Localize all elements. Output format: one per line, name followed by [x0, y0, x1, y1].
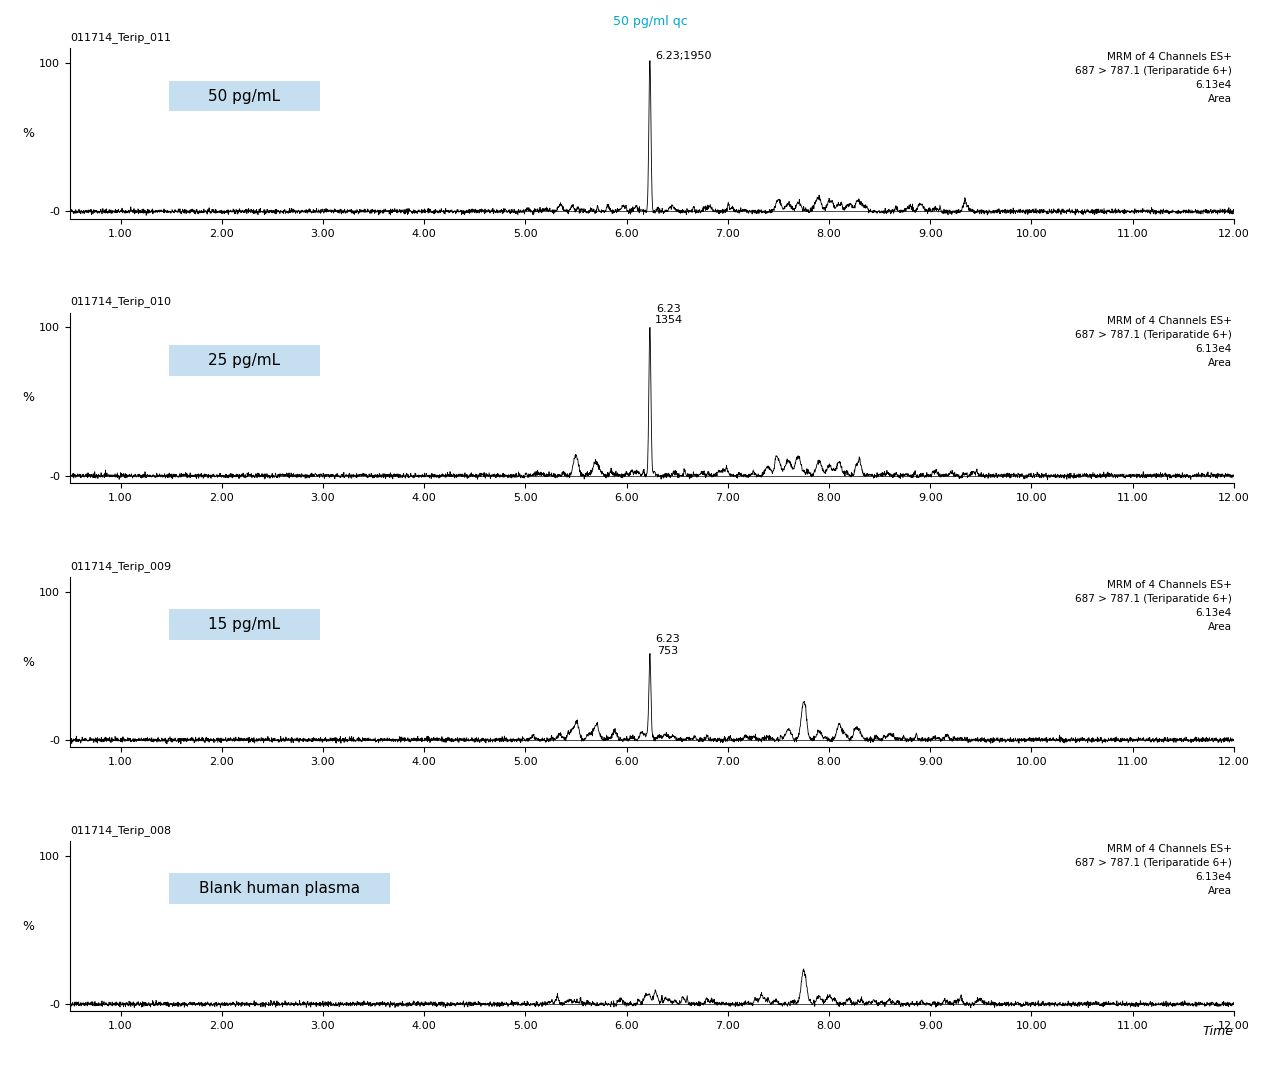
Text: MRM of 4 Channels ES+
687 > 787.1 (Teriparatide 6+)
6.13e4
Area: MRM of 4 Channels ES+ 687 > 787.1 (Terip… — [1075, 316, 1231, 368]
Text: 011714_Terip_011: 011714_Terip_011 — [70, 32, 170, 43]
Text: Blank human plasma: Blank human plasma — [198, 881, 360, 896]
Text: MRM of 4 Channels ES+
687 > 787.1 (Teriparatide 6+)
6.13e4
Area: MRM of 4 Channels ES+ 687 > 787.1 (Terip… — [1075, 845, 1231, 896]
Text: 50 pg/ml qc: 50 pg/ml qc — [613, 15, 687, 28]
Text: 15 pg/mL: 15 pg/mL — [209, 617, 281, 632]
Text: 50 pg/mL: 50 pg/mL — [209, 88, 281, 103]
Text: 011714_Terip_010: 011714_Terip_010 — [70, 297, 170, 308]
FancyBboxPatch shape — [169, 345, 321, 376]
Text: 6.23;1950: 6.23;1950 — [655, 51, 711, 61]
Text: 6.23
1354: 6.23 1354 — [655, 303, 683, 325]
Text: Time: Time — [1203, 1025, 1234, 1038]
Text: 011714_Terip_008: 011714_Terip_008 — [70, 825, 172, 836]
Text: 011714_Terip_009: 011714_Terip_009 — [70, 561, 172, 571]
Text: MRM of 4 Channels ES+
687 > 787.1 (Teriparatide 6+)
6.13e4
Area: MRM of 4 Channels ES+ 687 > 787.1 (Terip… — [1075, 52, 1231, 103]
Text: MRM of 4 Channels ES+
687 > 787.1 (Teriparatide 6+)
6.13e4
Area: MRM of 4 Channels ES+ 687 > 787.1 (Terip… — [1075, 580, 1231, 633]
FancyBboxPatch shape — [169, 874, 391, 904]
FancyBboxPatch shape — [169, 81, 321, 112]
Y-axis label: %: % — [22, 655, 34, 668]
Y-axis label: %: % — [22, 127, 34, 140]
Y-axis label: %: % — [22, 920, 34, 933]
Y-axis label: %: % — [22, 392, 34, 405]
FancyBboxPatch shape — [169, 609, 321, 640]
Text: 6.23
753: 6.23 753 — [655, 635, 679, 656]
Text: 25 pg/mL: 25 pg/mL — [209, 353, 281, 368]
